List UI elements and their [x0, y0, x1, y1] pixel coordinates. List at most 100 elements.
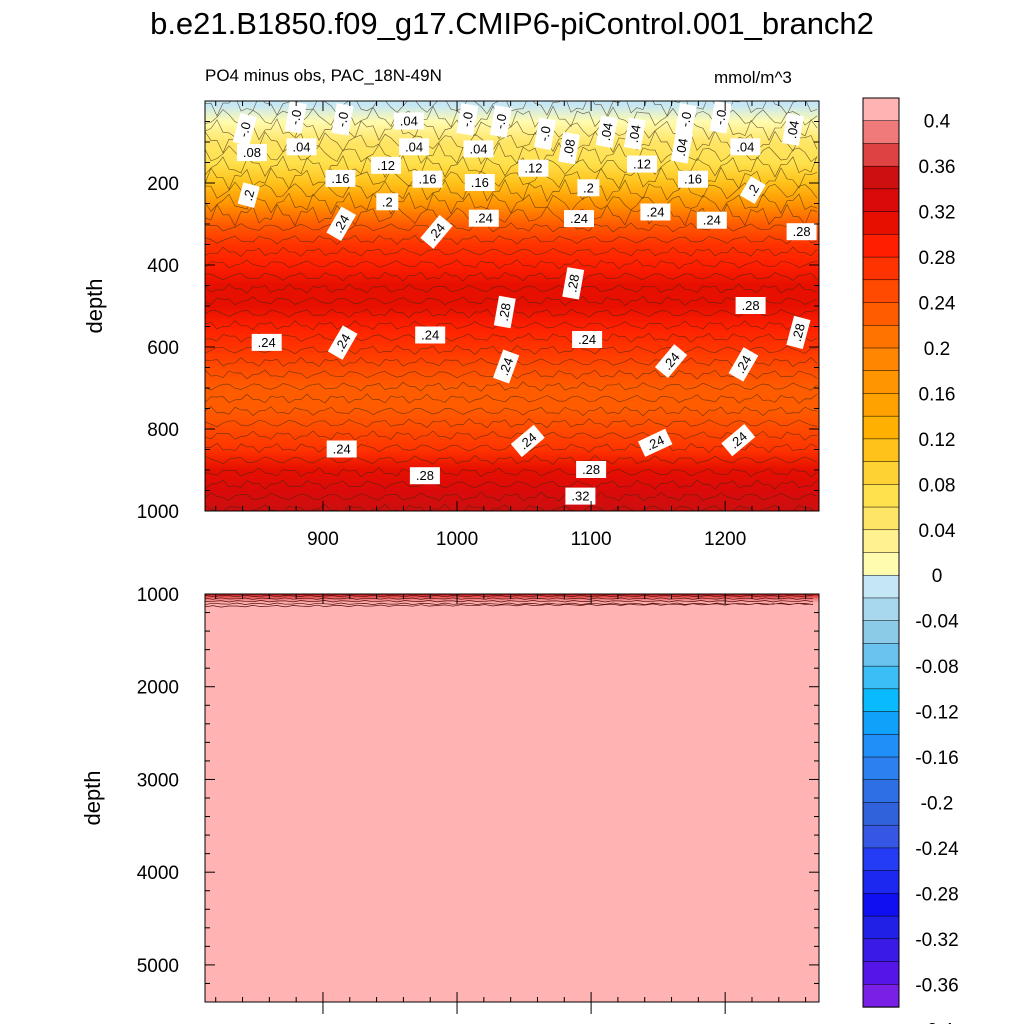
bottom-contour-lines	[204, 594, 814, 608]
y-tick-label: 2000	[137, 678, 179, 699]
contour-label-text: .04	[469, 141, 487, 156]
contour-label: .16	[678, 170, 708, 188]
contour-label-text: .24	[475, 211, 493, 226]
contour-label: .04	[782, 113, 804, 146]
contour-label: -.0	[331, 103, 354, 136]
contour-label: .04	[399, 138, 430, 156]
x-tick-label: 1000	[436, 529, 478, 550]
contour-label-text: .12	[524, 161, 542, 176]
contour-label-box	[399, 138, 430, 156]
top-y-axis-label: depth	[82, 278, 107, 333]
contour-label-box	[576, 461, 607, 478]
colorbar-swatch	[862, 302, 900, 326]
contour-label-text: .24	[258, 335, 276, 350]
x-tick-label: 1100	[571, 529, 612, 550]
contour-label: .28	[786, 223, 817, 241]
contour-label-text: .2	[382, 194, 393, 209]
contour-label-text: .12	[633, 157, 651, 172]
colorbar-swatch	[862, 370, 900, 395]
chart-title: b.e21.B1850.f09_g17.CMIP6-piControl.001_…	[150, 6, 874, 41]
colorbar-swatch	[862, 597, 900, 622]
colorbar-swatch	[862, 234, 900, 258]
contour-label: .04	[730, 138, 761, 156]
contour-label-text: .28	[496, 302, 514, 322]
contour-label-text: .24	[421, 328, 439, 343]
top-contour-labels: -.0 -.0 -.0 .04 -.0 -.0 -.0 .04 -.0 -.0 .04 .08 .04.…	[232, 101, 817, 505]
colorbar-swatch	[862, 97, 900, 122]
contour-label-box	[595, 115, 618, 148]
contour-label-text: .2	[583, 180, 594, 195]
contour-label: -.0	[674, 103, 697, 136]
contour-label: .24	[721, 423, 756, 457]
colorbar-swatch	[862, 120, 900, 145]
bottom-panel: 1000 2000 3000 4000 5000 depth	[80, 585, 820, 1014]
contour-label-box	[638, 428, 673, 457]
colorbar-swatch	[862, 688, 900, 713]
colorbar-swatch	[862, 824, 900, 849]
colorbar-swatch	[862, 211, 900, 236]
contour-label-box	[674, 103, 697, 136]
top-axis-ticks: 900 1000 1100 1200 200 400 600 800 1000	[137, 101, 819, 550]
contour-label: .24	[327, 325, 358, 360]
contour-label-text: .28	[793, 224, 811, 239]
contour-label: .24	[696, 211, 727, 229]
contour-label: .24	[468, 209, 499, 227]
contour-label-box	[325, 169, 356, 187]
colorbar-label: 0.36	[919, 157, 956, 178]
colorbar-swatch	[862, 779, 900, 804]
colorbar-swatch	[862, 143, 900, 167]
colorbar-swatch	[862, 484, 900, 508]
contour-label-box	[420, 214, 453, 249]
contour-label-box	[696, 211, 727, 229]
contour-label-box	[565, 487, 596, 505]
colorbar-swatch	[862, 347, 900, 372]
contour-label: .24	[415, 326, 446, 344]
contour-label-text: .16	[471, 175, 489, 190]
contour-label-box	[623, 117, 646, 150]
contour-label: .24	[638, 428, 673, 457]
colorbar-frame	[862, 97, 900, 1008]
contour-label-box	[640, 203, 671, 221]
contour-label-text: .04	[405, 139, 423, 154]
contour-label: .12	[371, 156, 401, 174]
contour-label: .04	[623, 117, 646, 150]
colorbar-swatch	[862, 574, 900, 599]
contour-label-text: -.0	[536, 125, 553, 143]
contour-label-text: .24	[578, 332, 596, 347]
contour-label: .16	[412, 170, 443, 188]
colorbar-swatch	[862, 393, 900, 417]
colorbar-label: -0.12	[915, 703, 958, 724]
contour-label: .16	[464, 174, 495, 191]
colorbar-swatch	[862, 802, 900, 826]
colorbar-label: -0.24	[915, 839, 959, 860]
contour-label-box	[393, 112, 424, 130]
colorbar-swatch	[862, 984, 900, 1008]
contour-label: .04	[463, 140, 494, 158]
contour-label-text: .28	[582, 462, 600, 477]
colorbar-swatch	[862, 643, 900, 667]
colorbar-label: -0.28	[915, 884, 958, 905]
contour-label-box	[326, 206, 357, 241]
contour-label-text: -.0	[334, 111, 351, 129]
contour-label-box	[721, 423, 756, 457]
colorbar-swatch	[862, 711, 900, 735]
colorbar-label: 0.28	[919, 248, 956, 269]
contour-label-text: .08	[243, 145, 261, 160]
y-tick-label: 3000	[137, 770, 179, 791]
contour-label-box	[232, 112, 257, 147]
contour-label-box	[284, 101, 307, 134]
contour-label-text: .04	[598, 122, 616, 142]
colorbar-swatch	[862, 734, 900, 758]
contour-label-text: .24	[703, 213, 721, 228]
colorbar-label: -0.16	[915, 748, 958, 769]
contour-label-box	[558, 131, 581, 165]
contour-label-box	[456, 103, 479, 136]
contour-label-box	[670, 130, 693, 164]
contour-label-box	[730, 138, 761, 156]
contour-label: .24	[572, 331, 603, 348]
contour-label: .04	[286, 138, 317, 156]
colorbar-swatch	[862, 165, 900, 190]
contour-label-box	[327, 325, 358, 360]
contour-label-box	[489, 105, 512, 138]
